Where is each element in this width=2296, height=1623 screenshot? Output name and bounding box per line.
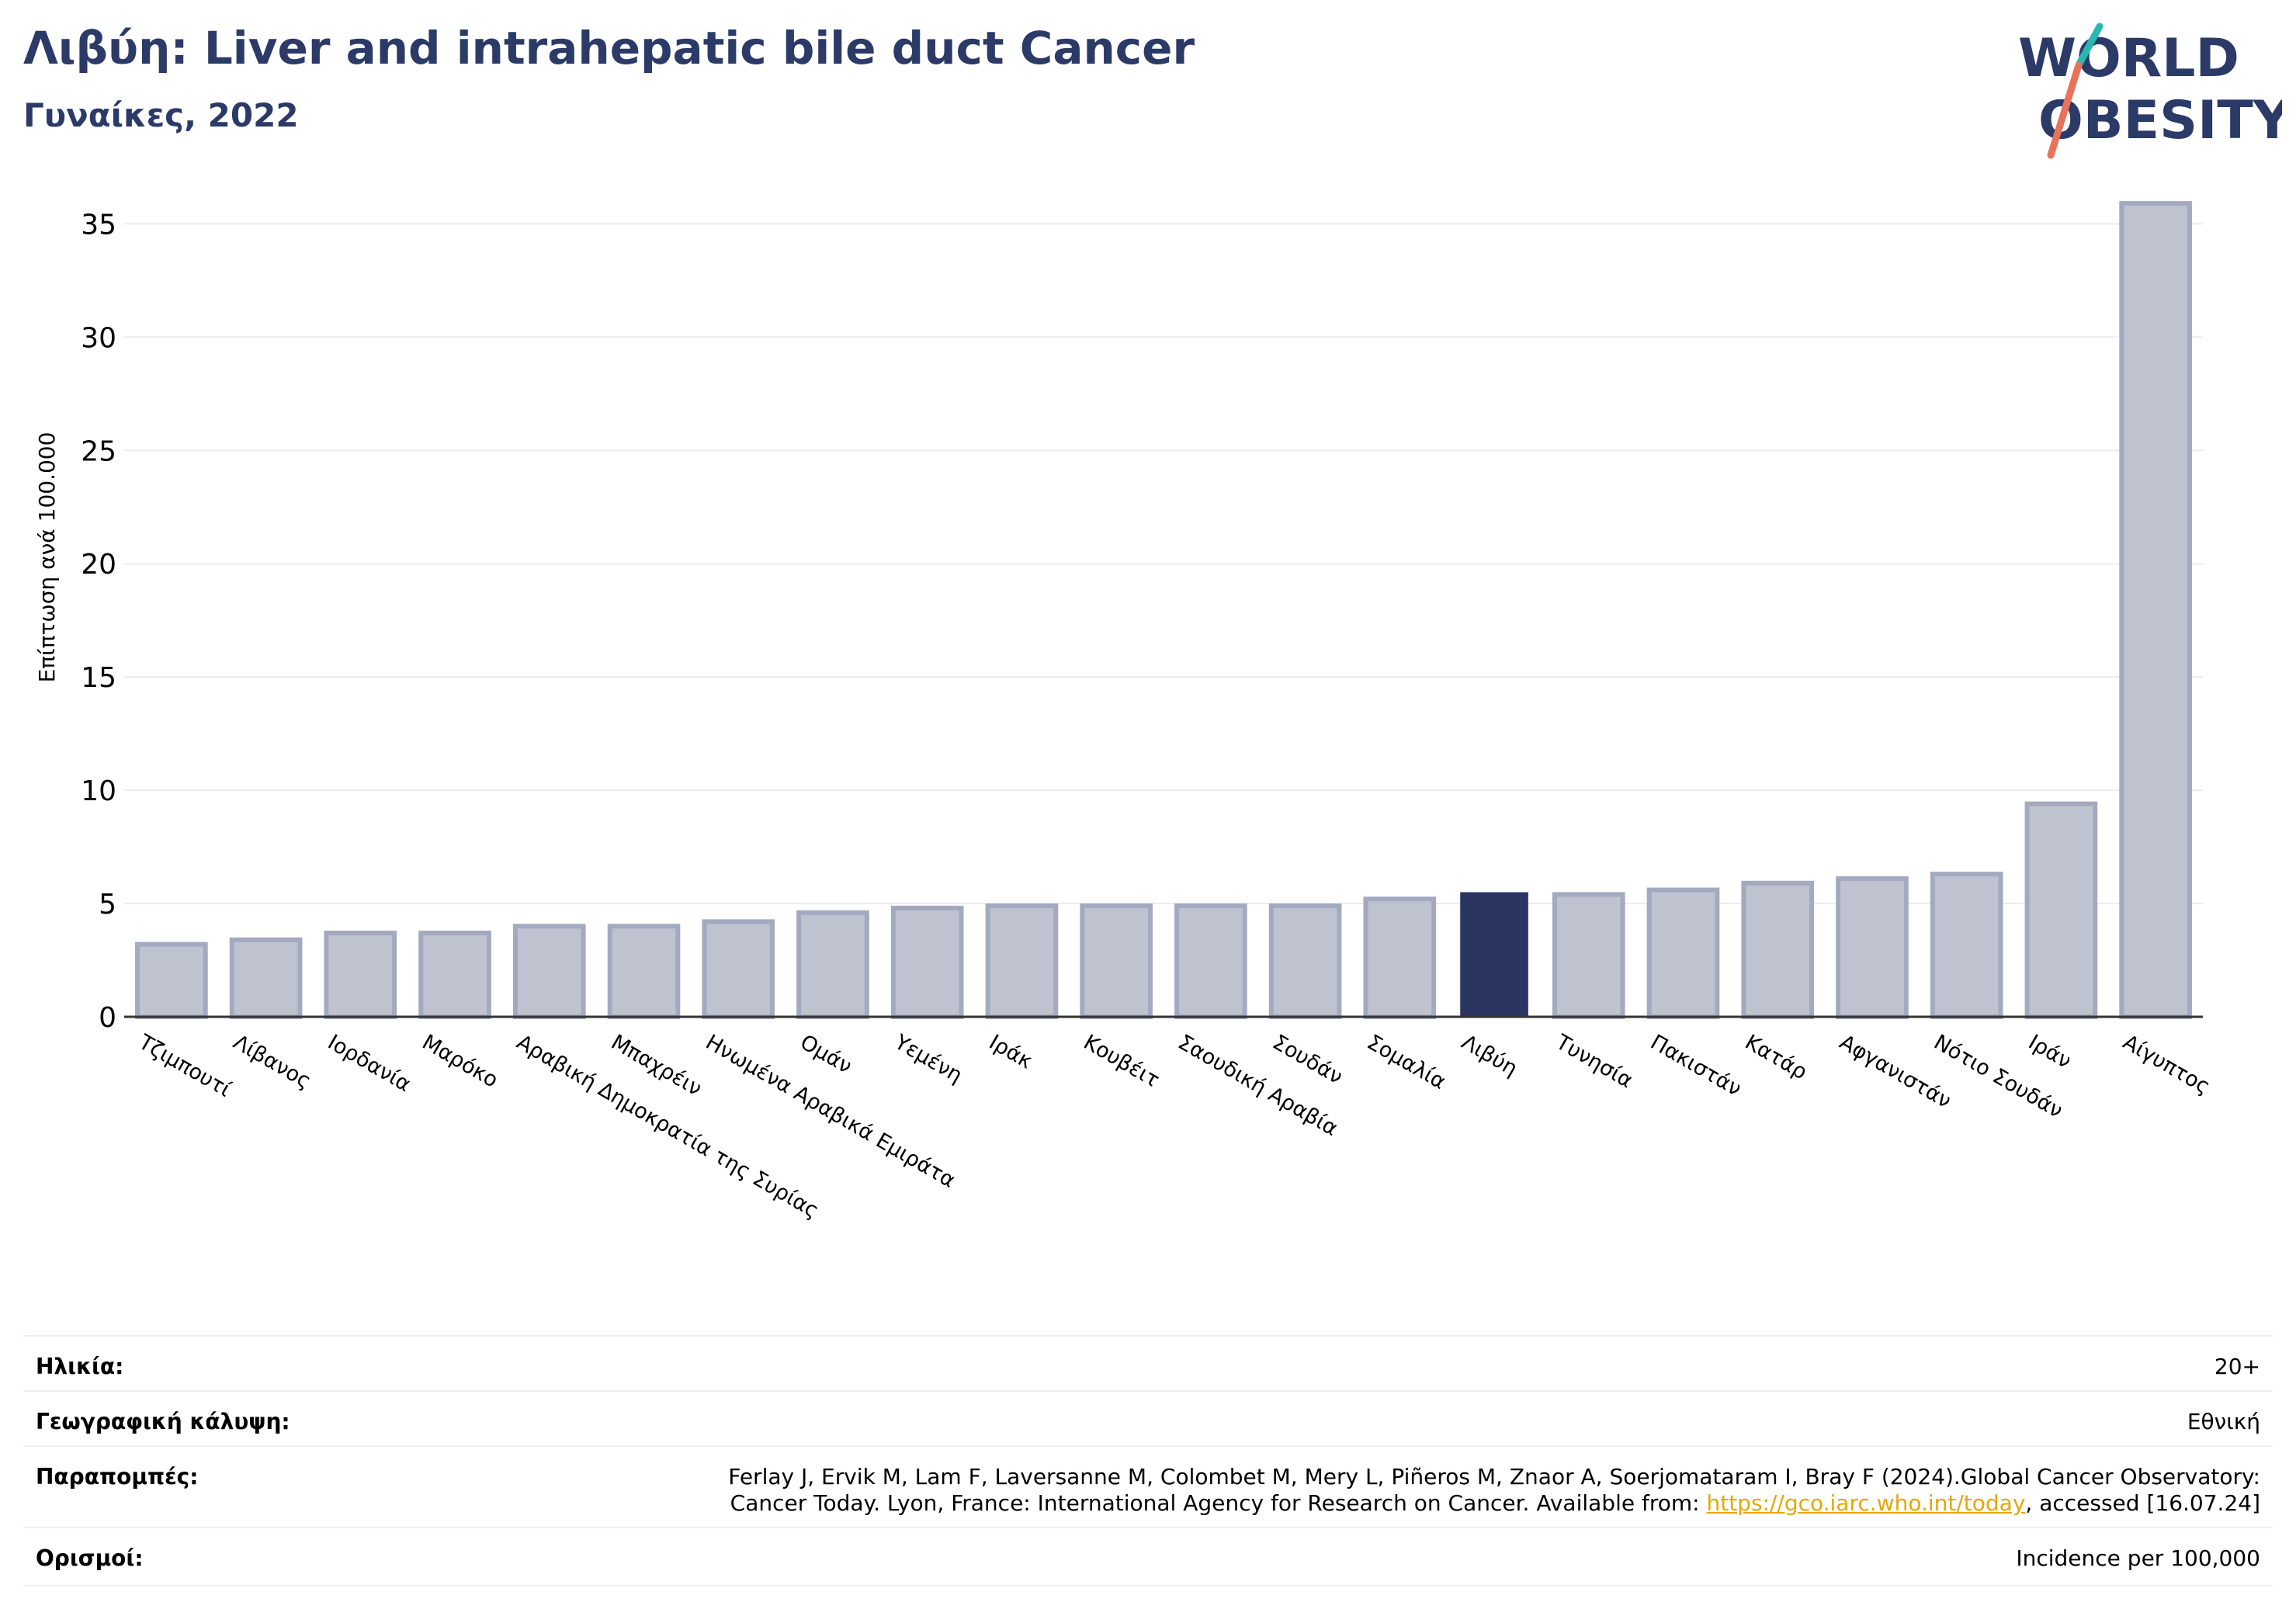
bar-19 (1930, 872, 2003, 1020)
bar-0 (135, 942, 208, 1020)
references-line-2-pre: Cancer Today. Lyon, France: Internationa… (730, 1490, 1707, 1516)
y-tick-label: 30 (81, 322, 116, 354)
page-title: Λιβύη: Liver and intrahepatic bile duct … (23, 22, 1195, 75)
y-axis-label: Επίπτωση ανά 100.000 (34, 432, 60, 683)
x-tick-label: Υεμένη (890, 1030, 966, 1088)
info-row-references: Παραπομπές: Ferlay J, Ervik M, Lam F, La… (23, 1445, 2273, 1528)
bar-7 (796, 910, 869, 1019)
age-label: Ηλικία: (36, 1354, 124, 1379)
x-tick-label: Τυνησία (1551, 1030, 1636, 1094)
bar-4 (512, 924, 586, 1020)
x-tick-label: Μαρόκο (418, 1030, 502, 1092)
x-tick-label: Ιράκ (985, 1030, 1037, 1073)
x-tick-label: Λίβανος (229, 1030, 315, 1094)
bar-13 (1363, 896, 1437, 1019)
bar-5 (607, 924, 681, 1020)
age-value: 20+ (2214, 1354, 2260, 1379)
info-row-coverage: Γεωγραφική κάλυψη: Εθνική (23, 1390, 2273, 1446)
x-tick-label: Σαουδική Αραβία (1174, 1030, 1341, 1141)
coverage-value: Εθνική (2187, 1409, 2260, 1434)
bar-10 (1080, 903, 1153, 1020)
x-tick-label: Ιράν (2024, 1030, 2076, 1073)
bar-9 (985, 903, 1059, 1020)
definitions-label: Ορισμοί: (36, 1545, 144, 1571)
y-tick-label: 5 (99, 889, 116, 921)
bar-16 (1646, 887, 1720, 1019)
y-tick-label: 35 (81, 209, 116, 241)
info-row-definitions: Ορισμοί: Incidence per 100,000 (23, 1527, 2273, 1586)
references-value: Ferlay J, Ervik M, Lam F, Laversanne M, … (728, 1464, 2260, 1517)
x-tick-label: Αίγυπτος (2119, 1030, 2214, 1099)
bars (135, 201, 2192, 1020)
bar-17 (1741, 880, 1815, 1020)
bar-12 (1268, 903, 1342, 1020)
x-tick-label: Κουβέιτ (1080, 1030, 1164, 1092)
coverage-label: Γεωγραφική κάλυψη: (36, 1409, 290, 1434)
x-tick-label: Σομαλία (1363, 1030, 1450, 1094)
bar-2 (324, 931, 397, 1019)
logo-word-2: OBESITY (2038, 90, 2282, 151)
references-label: Παραπομπές: (36, 1464, 199, 1489)
y-axis-ticks: 0 5 10 15 20 25 30 35 (81, 209, 116, 1034)
page-subtitle: Γυναίκες, 2022 (23, 96, 299, 134)
bar-14 (1460, 892, 1528, 1017)
x-tick-label: Ιορδανία (324, 1030, 415, 1097)
bar-3 (418, 931, 491, 1019)
y-tick-label: 25 (81, 435, 116, 467)
logo-slash-bottom (2047, 61, 2083, 159)
logo-word-1: WORLD (2018, 28, 2239, 89)
references-link[interactable]: https://gco.iarc.who.int/today (1706, 1490, 2026, 1516)
references-line-1: Ferlay J, Ervik M, Lam F, Laversanne M, … (728, 1464, 2260, 1489)
x-tick-label: Λιβύη (1458, 1030, 1522, 1081)
bar-21 (2119, 201, 2192, 1019)
bar-20 (2024, 801, 2098, 1019)
y-tick-label: 15 (81, 662, 116, 694)
x-tick-label: Σουδάν (1268, 1030, 1347, 1089)
x-tick-label: Κατάρ (1741, 1030, 1812, 1084)
x-tick-label: Ομάν (796, 1030, 855, 1079)
logo-slash-top (2075, 23, 2104, 69)
x-tick-label: Πακιστάν (1646, 1030, 1746, 1101)
definitions-value: Incidence per 100,000 (2016, 1545, 2260, 1571)
bar-6 (702, 919, 775, 1019)
y-tick-label: 10 (81, 775, 116, 807)
grid-lines (124, 223, 2203, 905)
y-tick-label: 20 (81, 549, 116, 581)
world-obesity-logo: WORLD OBESITY (2018, 23, 2282, 159)
info-bottom-divider (23, 1585, 2273, 1587)
bar-15 (1552, 892, 1625, 1020)
bar-11 (1174, 903, 1247, 1020)
x-tick-label: Τζιμπουτί (134, 1030, 234, 1102)
info-row-age: Ηλικία: 20+ (23, 1335, 2273, 1391)
bar-1 (229, 937, 303, 1019)
bar-8 (890, 905, 964, 1019)
bar-18 (1836, 876, 1909, 1019)
y-tick-label: 0 (99, 1002, 116, 1034)
references-line-2-post: , accessed [16.07.24] (2025, 1490, 2260, 1516)
